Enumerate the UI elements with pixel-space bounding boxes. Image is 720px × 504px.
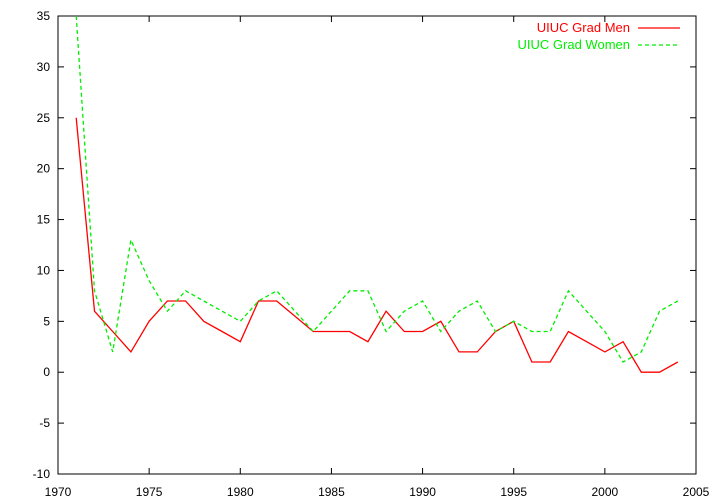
y-tick-label: 10: [37, 263, 51, 277]
x-axis-ticks: 1970 1975 1980 1985 1990 1995 2000 2005: [45, 16, 710, 499]
x-tick-label: 1975: [136, 485, 163, 499]
y-tick-label: 5: [43, 314, 50, 328]
x-tick-label: 1985: [318, 485, 345, 499]
x-tick-label: 1970: [45, 485, 72, 499]
y-tick-label: 0: [43, 365, 50, 379]
x-tick-label: 2005: [683, 485, 710, 499]
plot-frame: [57, 15, 697, 475]
legend-label-0: UIUC Grad Men: [537, 20, 630, 35]
legend: UIUC Grad Men UIUC Grad Women: [518, 20, 680, 52]
y-tick-label: 20: [37, 162, 51, 176]
series-line-0: [75, 117, 679, 373]
y-tick-label: 15: [37, 213, 51, 227]
x-tick-label: 2000: [592, 485, 619, 499]
x-tick-label: 1990: [409, 485, 436, 499]
legend-label-1: UIUC Grad Women: [518, 37, 630, 52]
y-tick-label: 25: [37, 111, 51, 125]
y-tick-label: 30: [37, 60, 51, 74]
x-tick-label: 1995: [500, 485, 527, 499]
y-tick-label: 35: [37, 9, 51, 23]
y-tick-label: -10: [33, 467, 51, 481]
y-tick-label: -5: [39, 416, 50, 430]
y-axis-ticks: -10 -5 0 5 10 15 20 25 30 35: [33, 9, 696, 481]
x-tick-label: 1980: [227, 485, 254, 499]
series-layer: [75, 15, 679, 373]
series-line-1: [75, 15, 679, 363]
